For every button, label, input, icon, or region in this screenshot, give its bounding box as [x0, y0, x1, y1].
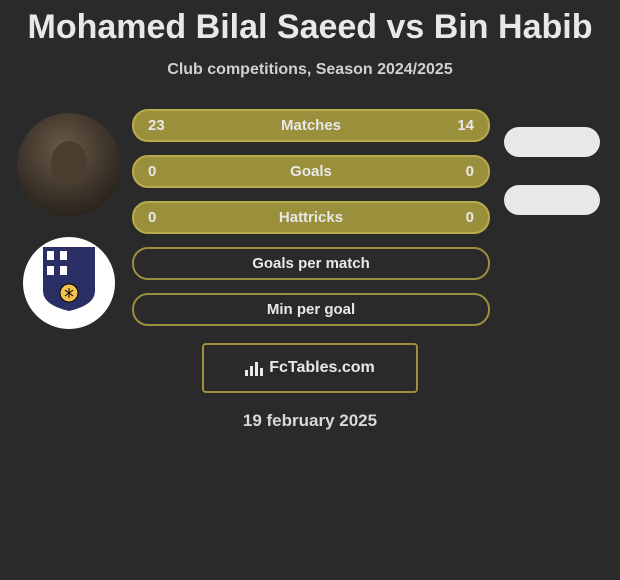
- shield-icon: [43, 247, 95, 311]
- footer-brand-box: FcTables.com: [202, 343, 418, 393]
- stats-column: 23Matches140Goals00Hattricks0Goals per m…: [130, 109, 492, 326]
- main-content: 23Matches140Goals00Hattricks0Goals per m…: [0, 109, 620, 329]
- brand-text: FcTables.com: [269, 359, 375, 377]
- club-badge: [23, 237, 115, 329]
- right-column: [492, 109, 612, 215]
- stat-label: Goals per match: [252, 255, 370, 272]
- comparison-title: Mohamed Bilal Saeed vs Bin Habib: [0, 8, 620, 47]
- chart-icon: [245, 360, 263, 376]
- stat-right-value: 14: [450, 117, 474, 134]
- vs-text: vs: [387, 8, 425, 46]
- player2-pill: [504, 127, 600, 157]
- stat-bar-matches: 23Matches14: [132, 109, 490, 142]
- stat-bar-goals-per-match: Goals per match: [132, 247, 490, 280]
- player-avatar: [17, 113, 121, 217]
- player2-name: Bin Habib: [434, 8, 593, 46]
- player1-name: Mohamed Bilal Saeed: [28, 8, 378, 46]
- player2-pill: [504, 185, 600, 215]
- left-column: [8, 109, 130, 329]
- stat-bar-min-per-goal: Min per goal: [132, 293, 490, 326]
- subtitle: Club competitions, Season 2024/2025: [0, 61, 620, 79]
- stat-left-value: 23: [148, 117, 172, 134]
- stat-right-value: 0: [450, 209, 474, 226]
- stat-label: Matches: [172, 117, 450, 134]
- stat-bar-hattricks: 0Hattricks0: [132, 201, 490, 234]
- stat-label: Goals: [172, 163, 450, 180]
- stat-label: Hattricks: [172, 209, 450, 226]
- stat-right-value: 0: [450, 163, 474, 180]
- footer-date: 19 february 2025: [0, 411, 620, 431]
- stat-bar-goals: 0Goals0: [132, 155, 490, 188]
- stat-label: Min per goal: [267, 301, 355, 318]
- stat-left-value: 0: [148, 209, 172, 226]
- stat-left-value: 0: [148, 163, 172, 180]
